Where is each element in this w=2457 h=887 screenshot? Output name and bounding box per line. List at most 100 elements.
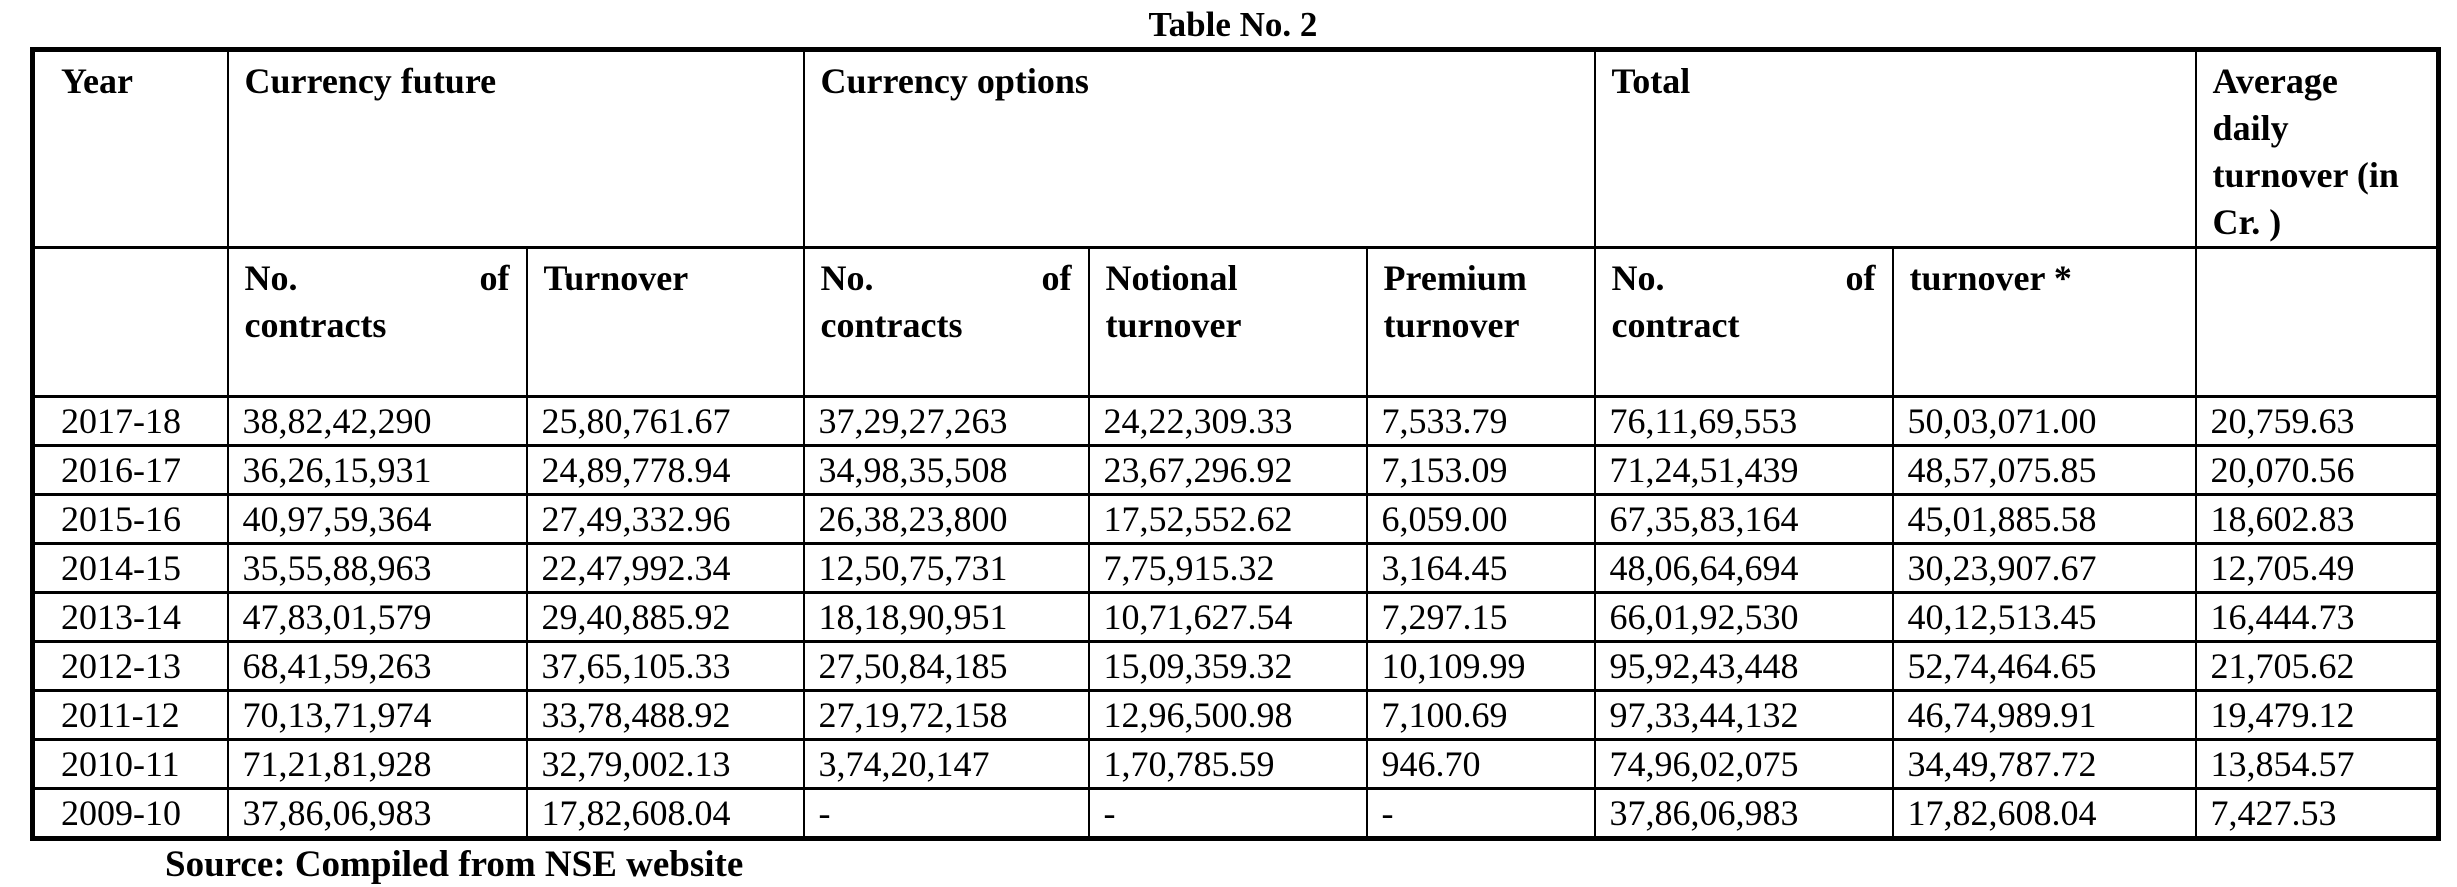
header-currency-options: Currency options	[802, 48, 1596, 249]
cell-co-notional: 15,09,359.32	[1087, 640, 1368, 692]
cell-year: 2012-13	[31, 640, 229, 692]
subheader-word: of	[479, 258, 510, 298]
cell-year: 2011-12	[31, 689, 229, 741]
cell-avg-daily: 20,070.56	[2194, 444, 2440, 496]
cell-total-contracts: 74,96,02,075	[1593, 738, 1894, 790]
cell-total-turnover: 40,12,513.45	[1891, 591, 2197, 643]
cell-co-contracts: 27,50,84,185	[802, 640, 1090, 692]
cell-total-contracts: 97,33,44,132	[1593, 689, 1894, 741]
cell-total-turnover: 30,23,907.67	[1891, 542, 2197, 594]
header-avg-daily-turnover: Average daily turnover (in Cr. )	[2194, 48, 2440, 249]
cell-total-contracts: 67,35,83,164	[1593, 493, 1894, 545]
cell-year: 2017-18	[31, 395, 229, 447]
cell-avg-daily: 21,705.62	[2194, 640, 2440, 692]
subheader-empty-year	[31, 246, 229, 398]
cell-year: 2015-16	[31, 493, 229, 545]
cell-cf-contracts: 40,97,59,364	[226, 493, 528, 545]
cell-co-premium: 7,297.15	[1365, 591, 1596, 643]
cell-cf-turnover: 37,65,105.33	[525, 640, 805, 692]
cell-cf-turnover: 33,78,488.92	[525, 689, 805, 741]
subheader-co-premium: Premium turnover	[1365, 246, 1596, 398]
cell-co-notional: 7,75,915.32	[1087, 542, 1368, 594]
cell-avg-daily: 12,705.49	[2194, 542, 2440, 594]
cell-total-turnover: 48,57,075.85	[1891, 444, 2197, 496]
cell-avg-daily: 20,759.63	[2194, 395, 2440, 447]
cell-year: 2009-10	[31, 787, 229, 840]
cell-co-notional: -	[1087, 787, 1368, 840]
cell-year: 2010-11	[31, 738, 229, 790]
table-title: Table No. 2	[1148, 5, 1318, 44]
cell-cf-contracts: 68,41,59,263	[226, 640, 528, 692]
cell-avg-daily: 13,854.57	[2194, 738, 2440, 790]
cell-avg-daily: 19,479.12	[2194, 689, 2440, 741]
cell-cf-turnover: 25,80,761.67	[525, 395, 805, 447]
cell-co-premium: -	[1365, 787, 1596, 840]
table-row: 2009-10 37,86,06,983 17,82,608.04 - - - …	[31, 787, 2440, 840]
subheader-word: of	[1845, 258, 1876, 298]
cell-total-turnover: 52,74,464.65	[1891, 640, 2197, 692]
cell-co-notional: 10,71,627.54	[1087, 591, 1368, 643]
table-row: 2013-14 47,83,01,579 29,40,885.92 18,18,…	[31, 591, 2440, 643]
subheader-co-notional: Notional turnover	[1087, 246, 1368, 398]
cell-cf-turnover: 24,89,778.94	[525, 444, 805, 496]
cell-co-contracts: 26,38,23,800	[802, 493, 1090, 545]
subheader-line: No. of	[821, 255, 1072, 302]
cell-total-turnover: 45,01,885.58	[1891, 493, 2197, 545]
table-row: 2010-11 71,21,81,928 32,79,002.13 3,74,2…	[31, 738, 2440, 790]
cell-cf-contracts: 47,83,01,579	[226, 591, 528, 643]
cell-co-notional: 17,52,552.62	[1087, 493, 1368, 545]
cell-cf-turnover: 29,40,885.92	[525, 591, 805, 643]
subheader-total-contracts: No. of contract	[1593, 246, 1894, 398]
cell-year: 2016-17	[31, 444, 229, 496]
cell-co-premium: 3,164.45	[1365, 542, 1596, 594]
cell-co-contracts: 37,29,27,263	[802, 395, 1090, 447]
cell-total-contracts: 48,06,64,694	[1593, 542, 1894, 594]
cell-cf-turnover: 27,49,332.96	[525, 493, 805, 545]
cell-cf-contracts: 35,55,88,963	[226, 542, 528, 594]
cell-cf-contracts: 36,26,15,931	[226, 444, 528, 496]
table-row: 2015-16 40,97,59,364 27,49,332.96 26,38,…	[31, 493, 2440, 545]
subheader-cf-contracts: No. of contracts	[226, 246, 528, 398]
subheader-word: of	[1041, 258, 1072, 298]
subheader-word: No.	[820, 258, 874, 298]
cell-total-contracts: 66,01,92,530	[1593, 591, 1894, 643]
cell-co-notional: 23,67,296.92	[1087, 444, 1368, 496]
cell-co-contracts: 3,74,20,147	[802, 738, 1090, 790]
cell-co-notional: 1,70,785.59	[1087, 738, 1368, 790]
cell-co-notional: 24,22,309.33	[1087, 395, 1368, 447]
table-row: 2011-12 70,13,71,974 33,78,488.92 27,19,…	[31, 689, 2440, 741]
cell-cf-contracts: 38,82,42,290	[226, 395, 528, 447]
cell-cf-contracts: 71,21,81,928	[226, 738, 528, 790]
cell-co-contracts: 34,98,35,508	[802, 444, 1090, 496]
cell-year: 2013-14	[31, 591, 229, 643]
subheader-cf-turnover: Turnover	[525, 246, 805, 398]
cell-co-premium: 10,109.99	[1365, 640, 1596, 692]
subheader-word: No.	[1611, 258, 1665, 298]
table-row: 2016-17 36,26,15,931 24,89,778.94 34,98,…	[31, 444, 2440, 496]
cell-co-premium: 946.70	[1365, 738, 1596, 790]
cell-total-contracts: 76,11,69,553	[1593, 395, 1894, 447]
cell-total-turnover: 17,82,608.04	[1891, 787, 2197, 840]
group-header-row: Year Currency future Currency options To…	[31, 48, 2440, 249]
cell-co-notional: 12,96,500.98	[1087, 689, 1368, 741]
subheader-line: No. of	[245, 255, 510, 302]
cell-co-premium: 7,100.69	[1365, 689, 1596, 741]
sub-header-row: No. of contracts Turnover No. of contracts…	[31, 246, 2440, 398]
cell-avg-daily: 7,427.53	[2194, 787, 2440, 840]
table-row: 2014-15 35,55,88,963 22,47,992.34 12,50,…	[31, 542, 2440, 594]
cell-avg-daily: 18,602.83	[2194, 493, 2440, 545]
cell-cf-contracts: 70,13,71,974	[226, 689, 528, 741]
cell-cf-turnover: 17,82,608.04	[525, 787, 805, 840]
cell-co-premium: 7,153.09	[1365, 444, 1596, 496]
subheader-word: No.	[244, 258, 298, 298]
cell-co-contracts: 18,18,90,951	[802, 591, 1090, 643]
table-row: 2017-18 38,82,42,290 25,80,761.67 37,29,…	[31, 395, 2440, 447]
currency-derivatives-table: Year Currency future Currency options To…	[30, 47, 2442, 841]
subheader-empty-avg	[2194, 246, 2440, 398]
cell-total-turnover: 34,49,787.72	[1891, 738, 2197, 790]
cell-year: 2014-15	[31, 542, 229, 594]
cell-co-contracts: 27,19,72,158	[802, 689, 1090, 741]
subheader-word: contracts	[820, 305, 963, 345]
cell-co-premium: 6,059.00	[1365, 493, 1596, 545]
source-note: Source: Compiled from NSE website	[165, 844, 744, 885]
